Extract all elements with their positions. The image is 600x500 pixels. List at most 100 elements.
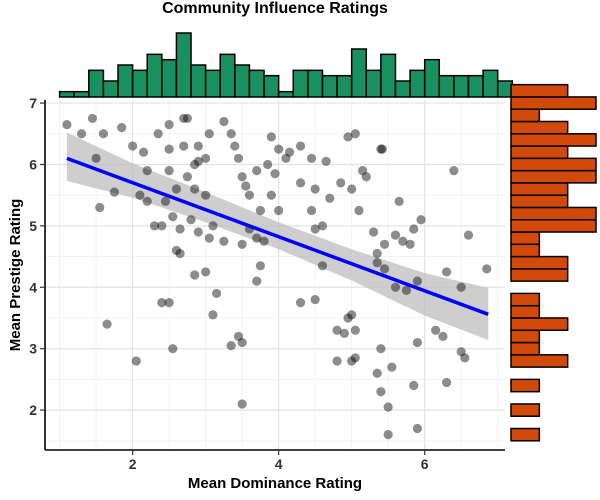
x-histogram-bar [365,69,382,98]
data-point [255,261,265,271]
y-histogram-bar [510,378,541,393]
x-histogram-bar [248,69,265,98]
data-point [201,190,211,200]
data-point [412,423,422,434]
data-point [182,113,192,124]
y-marginal-histogram [510,83,597,442]
data-point [441,377,452,388]
data-point [376,144,386,154]
x-histogram-bar [117,64,134,98]
y-tick-label: 7 [29,95,37,111]
data-point [431,325,441,335]
data-point [398,236,408,246]
x-histogram-bar [58,90,75,98]
data-point [281,153,291,163]
x-tick-label: 2 [129,456,137,472]
y-histogram-bar [510,304,541,319]
chart-title: Community Influence Ratings [162,0,388,17]
data-point [456,347,466,357]
data-point [343,313,353,323]
data-point [168,344,178,354]
data-point [368,227,379,237]
data-point [372,248,382,259]
y-axis-label: Mean Prestige Rating [7,199,24,352]
x-histogram-bar [73,90,90,98]
regression-line-path [66,156,489,316]
x-histogram-bar [102,80,119,98]
data-point [350,129,360,139]
data-point [317,261,328,271]
data-point [270,169,280,179]
x-histogram-bar [263,74,280,98]
data-point [157,298,167,308]
x-axis-label: Mean Dominance Rating [188,475,362,492]
data-points [62,113,492,440]
x-histogram-bar [146,53,163,98]
data-point [160,196,171,206]
data-point [164,119,174,130]
y-axis-ticks: 2 3 4 5 6 7 [29,95,45,418]
data-point [409,380,419,391]
y-tick-label: 3 [29,341,37,357]
data-point [310,294,320,305]
x-tick-label: 6 [421,456,429,472]
data-point [109,187,119,197]
data-point [274,205,284,216]
data-point [117,123,127,133]
data-point [164,298,174,308]
y-tick-label: 6 [29,156,37,172]
data-point [377,144,387,154]
data-point [233,331,244,342]
x-tick-label: 4 [275,456,283,472]
data-point [441,267,452,277]
data-point [376,387,386,397]
y-histogram-bar [510,96,597,110]
data-point [179,113,189,124]
x-histogram-bar [131,69,148,98]
data-point [310,184,320,194]
data-point [201,153,211,163]
y-histogram-bar [510,255,569,270]
data-point [361,172,371,182]
data-point [157,221,167,231]
data-point [175,224,185,234]
y-tick-label: 4 [29,279,37,295]
y-histogram-bar [510,231,541,246]
data-point [387,362,397,372]
data-point [390,282,401,292]
x-histogram-bar [453,74,470,98]
data-point [255,205,265,216]
data-point [62,119,72,130]
data-point [193,227,203,237]
data-point [149,221,160,231]
data-point [128,141,138,151]
data-point [76,129,87,139]
x-histogram-bar [161,58,178,98]
data-point [168,212,178,222]
data-point [438,331,448,342]
data-point [193,156,203,167]
data-point [332,325,342,335]
x-histogram-bar [307,69,324,98]
x-histogram-bar [423,58,441,98]
y-histogram-bar [510,341,541,356]
data-point [237,239,247,249]
data-point [379,264,390,274]
y-tick-label: 2 [29,402,37,418]
data-point [449,166,459,176]
x-histogram-bar [482,69,499,98]
data-point [252,276,262,286]
y-histogram-bar [510,169,597,184]
data-point [383,402,393,412]
data-point [190,184,200,194]
data-point [350,353,360,363]
x-histogram-bar [277,90,295,98]
data-point [390,230,401,240]
data-point [394,196,404,206]
data-point [226,341,236,351]
data-point [463,230,474,240]
y-histogram-bar [510,329,541,344]
y-histogram-bar [510,403,541,417]
x-histogram-bar [321,74,338,98]
x-histogram-bar [292,69,309,98]
